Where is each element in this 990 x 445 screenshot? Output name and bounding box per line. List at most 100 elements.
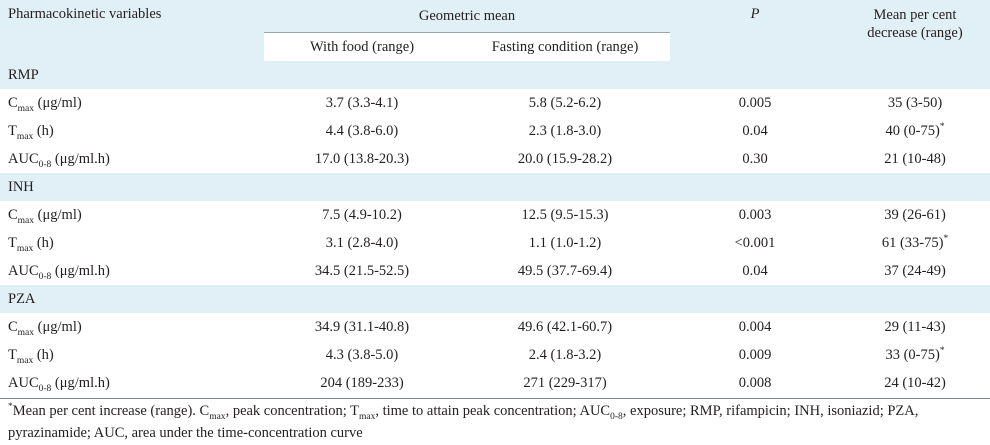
- variable-cell: Cmax (μg/ml): [0, 313, 264, 341]
- with-food-cell: 17.0 (13.8-20.3): [264, 145, 460, 173]
- section-label: PZA: [0, 285, 990, 313]
- decrease-value: 29 (11-43): [884, 318, 946, 335]
- increase-marker: *: [943, 233, 949, 244]
- decrease-value: 35 (3-50): [887, 94, 943, 111]
- fasting-cell: 49.6 (42.1-60.7): [460, 313, 670, 341]
- fasting-cell: 12.5 (9.5-15.3): [460, 201, 670, 229]
- header-row-1: Pharmacokinetic variables Geometric mean…: [0, 0, 990, 61]
- variable-main: T: [8, 346, 17, 363]
- p-value-cell: 0.04: [670, 257, 840, 285]
- decrease-value: 61 (33-75): [881, 234, 944, 251]
- pharmacokinetics-table: Pharmacokinetic variables Geometric mean…: [0, 0, 990, 397]
- header-mean-decrease-line1: Mean per cent: [873, 7, 957, 23]
- variable-subscript: 0-8: [38, 383, 52, 394]
- variable-cell: AUC0-8 (μg/ml.h): [0, 145, 264, 173]
- variable-unit: (μg/ml): [34, 206, 82, 223]
- p-value-cell: 0.005: [670, 89, 840, 117]
- footnote-text-2: , peak concentration; T: [225, 403, 359, 419]
- decrease-value: 21 (10-48): [884, 150, 946, 167]
- table-row: Tmax (h) 3.1 (2.8-4.0) 1.1 (1.0-1.2) <0.001…: [0, 229, 990, 257]
- with-food-cell: 204 (189-233): [264, 369, 460, 397]
- fasting-cell: 1.1 (1.0-1.2): [460, 229, 670, 257]
- variable-cell: AUC0-8 (μg/ml.h): [0, 369, 264, 397]
- table-row: Cmax (μg/ml) 34.9 (31.1-40.8) 49.6 (42.1-6…: [0, 313, 990, 341]
- variable-subscript: max: [16, 131, 34, 142]
- variable-subscript: max: [17, 327, 35, 338]
- footnote-sub-3: 0-8: [610, 412, 623, 422]
- p-value-cell: 0.008: [670, 369, 840, 397]
- header-mean-decrease: Mean per cent decrease (range): [840, 0, 990, 61]
- decrease-value: 40 (0-75): [885, 122, 940, 139]
- footnote-sub-2: max: [358, 412, 376, 422]
- footnote-star: *: [8, 402, 13, 412]
- p-value-cell: 0.003: [670, 201, 840, 229]
- variable-main: C: [8, 318, 18, 335]
- header-variables: Pharmacokinetic variables: [0, 0, 264, 61]
- fasting-cell: 2.3 (1.8-3.0): [460, 117, 670, 145]
- header-row-2: With food (range) Fasting condition (ran…: [0, 32, 990, 61]
- decrease-value: 33 (0-75): [885, 346, 940, 363]
- table-row: AUC0-8 (μg/ml.h) 34.5 (21.5-52.5) 49.5 (37…: [0, 257, 990, 285]
- variable-unit: (h): [33, 122, 54, 139]
- p-value-cell: 0.004: [670, 313, 840, 341]
- section-label: RMP: [0, 61, 990, 89]
- variable-subscript: max: [16, 355, 34, 366]
- variable-subscript: max: [16, 243, 34, 254]
- variable-subscript: max: [17, 215, 35, 226]
- variable-unit: (h): [33, 346, 54, 363]
- decrease-cell: 35 (3-50): [840, 89, 990, 117]
- variable-cell: Tmax (h): [0, 229, 264, 257]
- variable-subscript: 0-8: [38, 159, 52, 170]
- variable-unit: (μg/ml): [34, 318, 82, 335]
- decrease-cell: 24 (10-42): [840, 369, 990, 397]
- table-row: AUC0-8 (μg/ml.h) 204 (189-233) 271 (229-31…: [0, 369, 990, 397]
- decrease-cell: 29 (11-43): [840, 313, 990, 341]
- variable-unit: (μg/ml.h): [51, 150, 110, 167]
- variable-main: AUC: [8, 374, 39, 391]
- increase-marker: *: [939, 121, 945, 132]
- p-value-cell: 0.04: [670, 117, 840, 145]
- header-mean-decrease-line2: decrease (range): [867, 25, 963, 41]
- decrease-value: 24 (10-42): [884, 374, 946, 391]
- table-footnote: *Mean per cent increase (range). Cmax, p…: [0, 398, 990, 445]
- footnote-sub-1: max: [209, 412, 226, 422]
- with-food-cell: 4.3 (3.8-5.0): [264, 341, 460, 369]
- p-value-cell: <0.001: [670, 229, 840, 257]
- table-row: AUC0-8 (μg/ml.h) 17.0 (13.8-20.3) 20.0 (15…: [0, 145, 990, 173]
- variable-subscript: 0-8: [38, 271, 52, 282]
- table-row: Tmax (h) 4.4 (3.8-6.0) 2.3 (1.8-3.0) 0.04 40…: [0, 117, 990, 145]
- with-food-cell: 34.9 (31.1-40.8): [264, 313, 460, 341]
- with-food-cell: 4.4 (3.8-6.0): [264, 117, 460, 145]
- decrease-cell: 21 (10-48): [840, 145, 990, 173]
- header-fasting: Fasting condition (range): [460, 32, 670, 61]
- variable-cell: Tmax (h): [0, 341, 264, 369]
- decrease-cell: 40 (0-75)*: [840, 117, 990, 145]
- footnote-text-3: , time to attain peak concentration; AUC: [375, 403, 611, 419]
- decrease-cell: 39 (26-61): [840, 201, 990, 229]
- variable-subscript: max: [17, 103, 35, 114]
- header-geometric-mean: Geometric mean: [264, 0, 670, 33]
- variable-main: C: [8, 94, 18, 111]
- fasting-cell: 5.8 (5.2-6.2): [460, 89, 670, 117]
- section-row-rmp: RMP: [0, 61, 990, 89]
- increase-marker: *: [939, 345, 945, 356]
- footnote-text-4: , exposure; RMP, rifampicin; INH, isonia…: [8, 403, 919, 441]
- with-food-cell: 3.7 (3.3-4.1): [264, 89, 460, 117]
- variable-main: T: [8, 122, 17, 139]
- decrease-cell: 37 (24-49): [840, 257, 990, 285]
- table-row: Cmax (μg/ml) 7.5 (4.9-10.2) 12.5 (9.5-15.3…: [0, 201, 990, 229]
- variable-unit: (μg/ml): [34, 94, 82, 111]
- decrease-value: 37 (24-49): [884, 262, 946, 279]
- variable-unit: (h): [33, 234, 54, 251]
- with-food-cell: 3.1 (2.8-4.0): [264, 229, 460, 257]
- variable-cell: Cmax (μg/ml): [0, 89, 264, 117]
- section-row-pza: PZA: [0, 285, 990, 313]
- section-label: INH: [0, 173, 990, 201]
- fasting-cell: 271 (229-317): [460, 369, 670, 397]
- with-food-cell: 7.5 (4.9-10.2): [264, 201, 460, 229]
- table-row: Tmax (h) 4.3 (3.8-5.0) 2.4 (1.8-3.2) 0.009 3…: [0, 341, 990, 369]
- footnote-text-1: Mean per cent increase (range). C: [12, 403, 210, 419]
- p-value-cell: 0.009: [670, 341, 840, 369]
- variable-main: AUC: [8, 262, 39, 279]
